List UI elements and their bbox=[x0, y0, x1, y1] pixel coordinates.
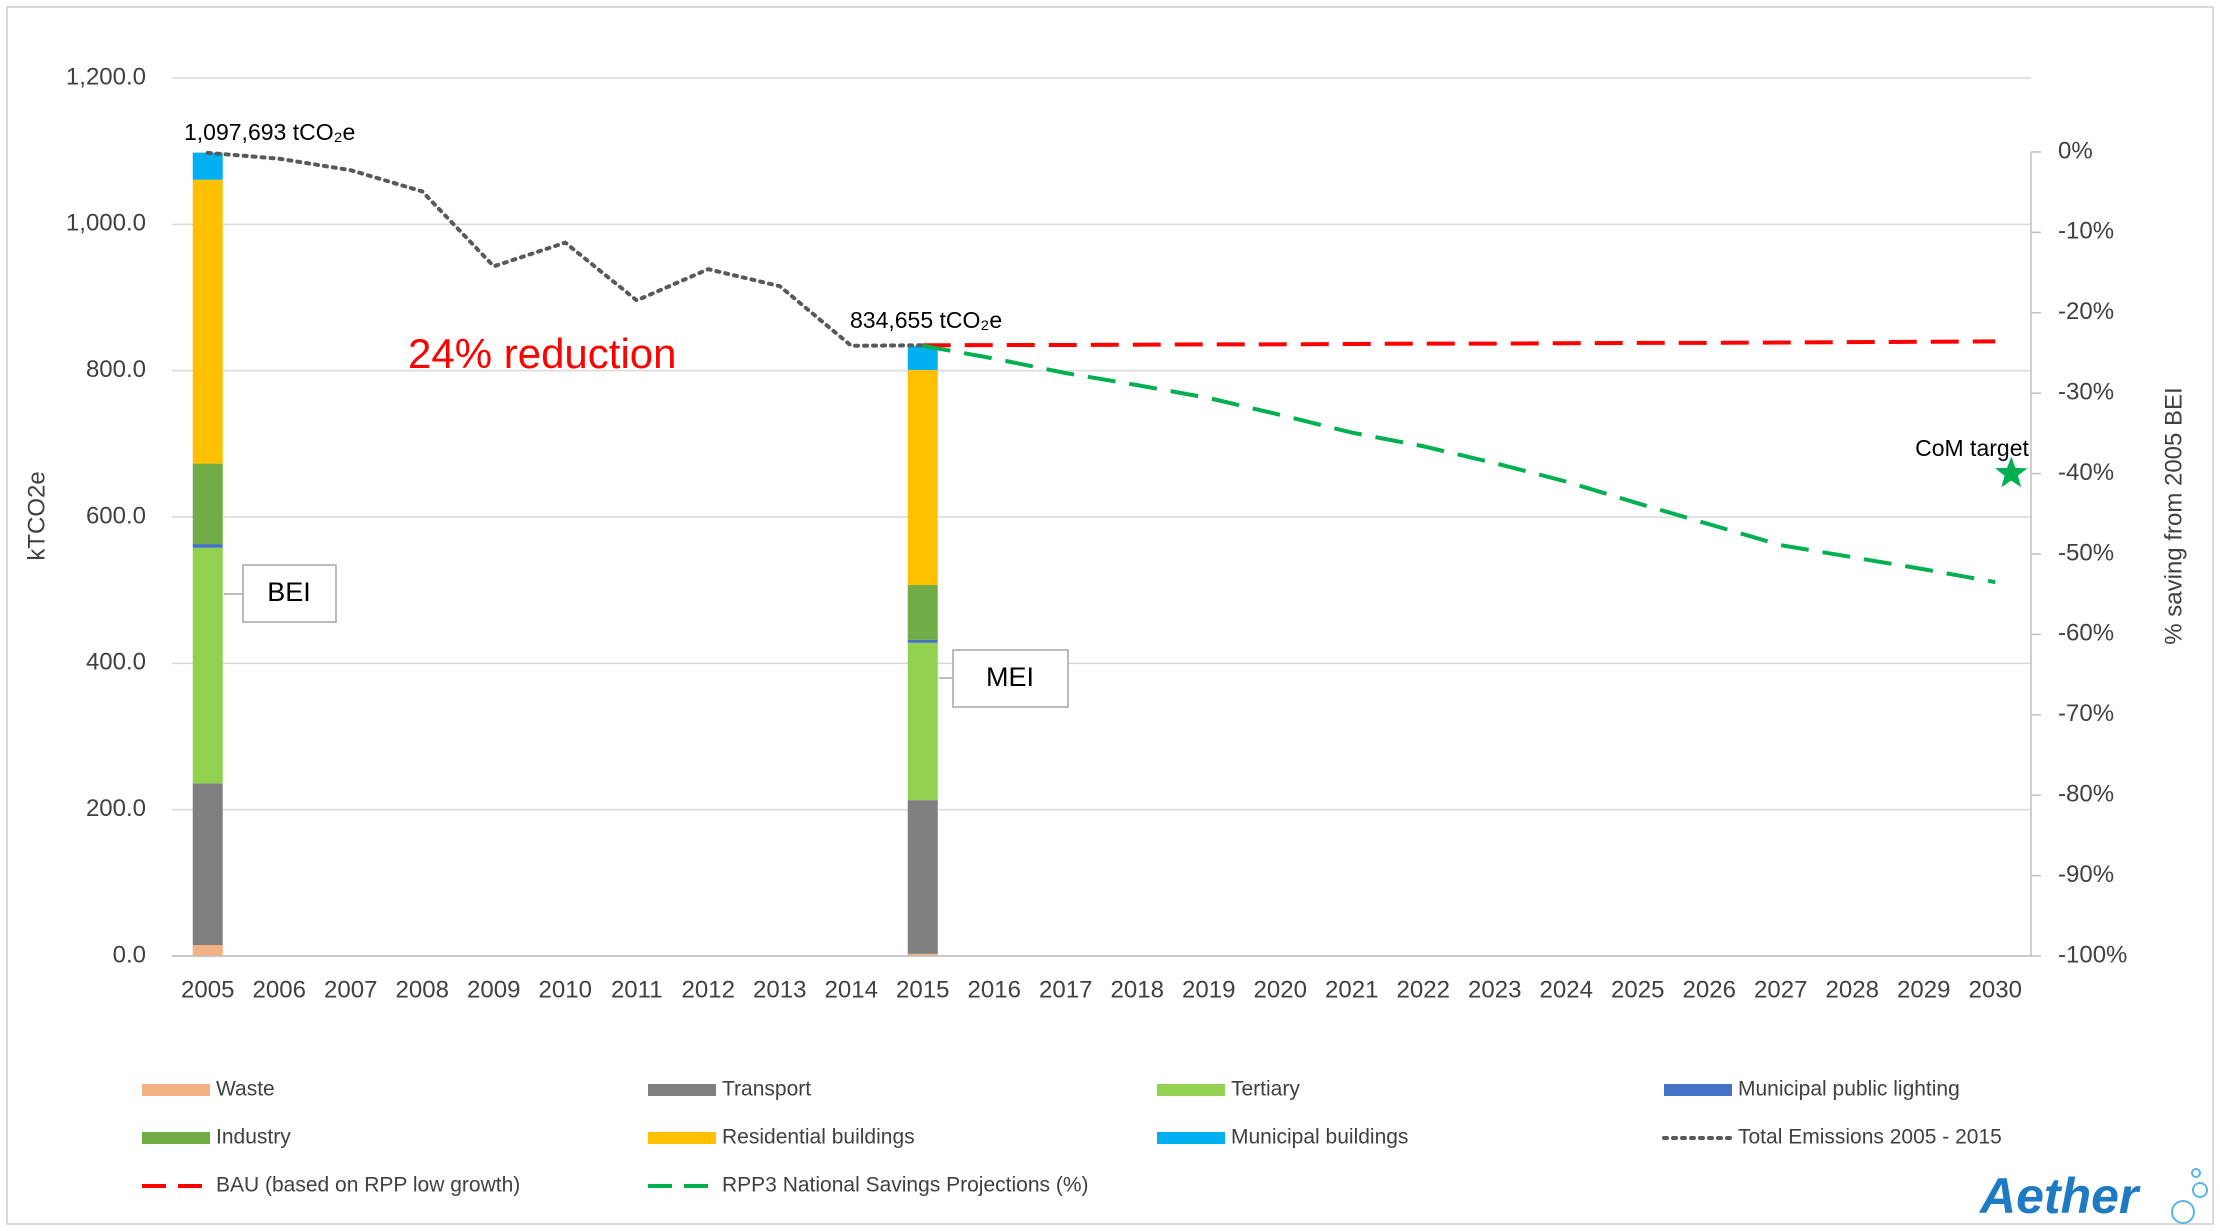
legend-label: Total Emissions 2005 - 2015 bbox=[1738, 1126, 2002, 1149]
annotation-total-2015: 834,655 tCO₂e bbox=[850, 307, 1002, 333]
x-tick-label: 2027 bbox=[1754, 976, 1807, 1003]
bar-segment bbox=[907, 642, 938, 801]
x-tick-label: 2005 bbox=[181, 976, 234, 1003]
x-tick-label: 2011 bbox=[611, 976, 663, 1003]
x-tick-label: 2012 bbox=[682, 976, 735, 1003]
logo: Aether bbox=[1978, 1168, 2141, 1224]
y2-axis-label: % saving from 2005 BEI bbox=[2160, 387, 2187, 644]
callout-box bbox=[952, 649, 1069, 708]
y2-tick-label: -70% bbox=[2058, 700, 2114, 727]
legend-swatch bbox=[1157, 1132, 1225, 1144]
y-tick-label: 1,200.0 bbox=[66, 63, 146, 90]
x-tick-label: 2022 bbox=[1397, 976, 1450, 1003]
legend: Waste Transport Tertiary Municipal public l… bbox=[142, 1078, 2002, 1197]
logo-bubble bbox=[2171, 1200, 2195, 1224]
x-tick-label: 2013 bbox=[753, 976, 806, 1003]
legend-swatch bbox=[648, 1084, 716, 1096]
legend-swatch bbox=[1664, 1084, 1732, 1096]
x-tick-label: 2020 bbox=[1254, 976, 1307, 1003]
line-series bbox=[922, 343, 1996, 585]
logo-bubble bbox=[2191, 1168, 2201, 1178]
x-tick-label: 2007 bbox=[324, 976, 377, 1003]
y2-tick-label: -20% bbox=[2058, 298, 2114, 325]
x-tick-label: 2017 bbox=[1039, 976, 1092, 1003]
legend-label: Municipal buildings bbox=[1231, 1126, 1408, 1149]
y2-tick-label: -60% bbox=[2058, 620, 2114, 647]
callout-box bbox=[242, 564, 337, 623]
y2-tick-label: -100% bbox=[2058, 941, 2127, 968]
x-tick-label: 2025 bbox=[1611, 976, 1664, 1003]
legend-label: Transport bbox=[722, 1078, 811, 1101]
bar-segment bbox=[192, 547, 223, 784]
logo-bubble bbox=[2192, 1182, 2208, 1198]
x-tick-label: 2029 bbox=[1897, 976, 1950, 1003]
x-tick-label: 2015 bbox=[896, 976, 949, 1003]
y-tick-label: 1,000.0 bbox=[66, 210, 146, 237]
callout-mei: MEI bbox=[986, 662, 1034, 692]
bar-segment bbox=[192, 544, 223, 548]
y-axis-label: kTCO2e bbox=[23, 471, 50, 560]
legend-label: Residential buildings bbox=[722, 1126, 915, 1149]
target-star bbox=[1995, 456, 2028, 488]
bar-segment bbox=[192, 179, 223, 464]
x-tick-label: 2024 bbox=[1540, 976, 1593, 1003]
x-tick-label: 2019 bbox=[1182, 976, 1235, 1003]
bar-segment bbox=[907, 345, 938, 370]
annotation-target: CoM target bbox=[1915, 435, 2029, 461]
y-tick-label: 600.0 bbox=[86, 502, 146, 529]
x-tick-label: 2016 bbox=[968, 976, 1021, 1003]
callout-bei: BEI bbox=[267, 577, 311, 607]
annotation-reduction: 24% reduction bbox=[408, 330, 677, 377]
legend-swatch bbox=[648, 1132, 716, 1144]
y2-tick-label: -80% bbox=[2058, 781, 2114, 808]
bar-segment bbox=[192, 463, 223, 545]
x-tick-label: 2026 bbox=[1683, 976, 1736, 1003]
y-tick-label: 800.0 bbox=[86, 356, 146, 383]
legend-swatch bbox=[1157, 1084, 1225, 1096]
x-tick-label: 2014 bbox=[825, 976, 878, 1003]
x-tick-label: 2021 bbox=[1325, 976, 1378, 1003]
legend-swatch bbox=[142, 1132, 210, 1144]
y2-tick-label: -50% bbox=[2058, 539, 2114, 566]
y2-tick-label: -40% bbox=[2058, 459, 2114, 486]
y-tick-label: 400.0 bbox=[86, 649, 146, 676]
x-tick-label: 2010 bbox=[539, 976, 592, 1003]
bar-segment bbox=[907, 800, 938, 954]
legend-swatch bbox=[142, 1084, 210, 1096]
y2-tick-label: 0% bbox=[2058, 137, 2093, 164]
bar-segment bbox=[907, 639, 938, 643]
x-tick-label: 2018 bbox=[1111, 976, 1164, 1003]
y-tick-label: 200.0 bbox=[86, 795, 146, 822]
y2-tick-label: -10% bbox=[2058, 218, 2114, 245]
x-tick-label: 2006 bbox=[253, 976, 306, 1003]
legend-label: Industry bbox=[216, 1126, 291, 1149]
bar-segment bbox=[192, 152, 223, 180]
plot: 0.0 200.0 400.0 600.0 800.0 1,000.0 1,200.0 0% -… bbox=[66, 63, 2127, 1003]
line-series bbox=[922, 339, 1996, 348]
bar-segment bbox=[192, 783, 223, 946]
x-tick-label: 2030 bbox=[1969, 976, 2022, 1003]
bar-segment bbox=[907, 953, 938, 956]
x-tick-label: 2009 bbox=[467, 976, 520, 1003]
legend-label: Municipal public lighting bbox=[1738, 1078, 1960, 1101]
y-tick-label: 0.0 bbox=[113, 941, 146, 968]
legend-label: Tertiary bbox=[1231, 1078, 1300, 1101]
bar-segment bbox=[907, 585, 938, 640]
line-series bbox=[205, 150, 925, 348]
y2-tick-label: -30% bbox=[2058, 379, 2114, 406]
legend-label: Waste bbox=[216, 1078, 275, 1101]
x-tick-label: 2023 bbox=[1468, 976, 1521, 1003]
legend-label: BAU (based on RPP low growth) bbox=[216, 1174, 520, 1197]
chart-frame bbox=[6, 6, 2214, 1225]
x-tick-label: 2028 bbox=[1826, 976, 1879, 1003]
legend-label: RPP3 National Savings Projections (%) bbox=[722, 1174, 1089, 1197]
y2-tick-label: -90% bbox=[2058, 861, 2114, 888]
bar-segment bbox=[192, 945, 223, 956]
bar-segment bbox=[907, 369, 938, 586]
x-tick-label: 2008 bbox=[396, 976, 449, 1003]
annotation-total-2005: 1,097,693 tCO₂e bbox=[184, 119, 355, 145]
